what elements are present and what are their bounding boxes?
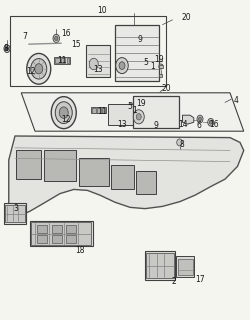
Circle shape [53, 34, 60, 43]
Circle shape [54, 36, 58, 41]
Bar [115, 25, 159, 81]
Bar [10, 16, 166, 86]
Circle shape [27, 53, 51, 84]
Circle shape [4, 45, 10, 52]
Bar [79, 158, 109, 186]
Bar [5, 205, 25, 222]
Circle shape [6, 47, 8, 51]
Bar [108, 104, 132, 125]
Circle shape [89, 58, 98, 70]
Bar [159, 65, 163, 68]
Bar [61, 58, 65, 63]
Bar [178, 259, 192, 275]
Text: 9: 9 [154, 121, 159, 130]
Bar [132, 96, 179, 128]
Text: 6: 6 [196, 121, 201, 130]
Bar [66, 225, 76, 233]
Text: 9: 9 [138, 35, 142, 44]
Circle shape [31, 59, 47, 79]
Circle shape [208, 118, 214, 126]
Text: 12: 12 [62, 115, 71, 124]
Bar [111, 165, 134, 189]
Bar [66, 58, 69, 63]
Bar [136, 171, 156, 194]
Bar [102, 108, 104, 113]
Polygon shape [14, 38, 29, 56]
Text: 2: 2 [172, 277, 176, 286]
Circle shape [197, 115, 203, 123]
Text: 15: 15 [72, 40, 81, 49]
Circle shape [133, 110, 144, 124]
Polygon shape [182, 115, 194, 124]
Text: 7: 7 [22, 32, 28, 41]
Bar [55, 58, 60, 63]
Bar [130, 108, 133, 110]
Polygon shape [21, 93, 244, 131]
Text: 11: 11 [97, 107, 107, 116]
Bar [52, 235, 62, 243]
Text: 12: 12 [26, 67, 36, 76]
Bar [145, 251, 175, 280]
Bar [176, 256, 194, 277]
Text: 13: 13 [117, 120, 127, 129]
Bar [146, 253, 174, 278]
Text: 8: 8 [180, 140, 184, 149]
Bar [86, 45, 110, 77]
Circle shape [35, 64, 43, 74]
Bar [54, 57, 70, 64]
Circle shape [55, 102, 72, 124]
Text: 17: 17 [195, 275, 205, 284]
Text: 20: 20 [162, 84, 171, 93]
Text: 5: 5 [127, 102, 132, 111]
Circle shape [209, 120, 212, 124]
Circle shape [129, 106, 133, 111]
Polygon shape [9, 136, 244, 218]
Text: 14: 14 [178, 120, 188, 129]
Text: 1: 1 [132, 106, 137, 115]
Bar [37, 235, 47, 243]
Text: 1: 1 [150, 62, 155, 71]
Circle shape [119, 62, 125, 69]
Circle shape [59, 107, 68, 118]
Text: 11: 11 [57, 56, 67, 65]
Polygon shape [61, 38, 89, 45]
Text: 3: 3 [14, 204, 19, 213]
Bar [44, 150, 76, 181]
Text: 16: 16 [209, 120, 218, 129]
Bar [159, 74, 162, 77]
Text: 4: 4 [234, 96, 239, 105]
Bar [4, 203, 26, 224]
Circle shape [159, 64, 163, 69]
Bar [31, 222, 91, 245]
Text: 5: 5 [143, 58, 148, 67]
Text: 19: 19 [136, 99, 146, 108]
Text: 18: 18 [75, 246, 84, 255]
Circle shape [51, 97, 76, 129]
Text: 19: 19 [154, 55, 164, 64]
Bar [92, 108, 96, 113]
Circle shape [136, 114, 141, 120]
Circle shape [177, 139, 182, 146]
Bar [16, 150, 41, 179]
Text: 16: 16 [62, 29, 71, 38]
Bar [66, 235, 76, 243]
Text: 10: 10 [98, 6, 107, 15]
Text: 20: 20 [182, 13, 191, 22]
Circle shape [198, 117, 202, 121]
Text: 8: 8 [4, 44, 8, 53]
Circle shape [116, 58, 128, 74]
Bar [30, 221, 92, 246]
Text: 13: 13 [93, 65, 103, 74]
Bar [37, 225, 47, 233]
Bar [52, 225, 62, 233]
Bar [91, 107, 106, 113]
Bar [97, 108, 101, 113]
